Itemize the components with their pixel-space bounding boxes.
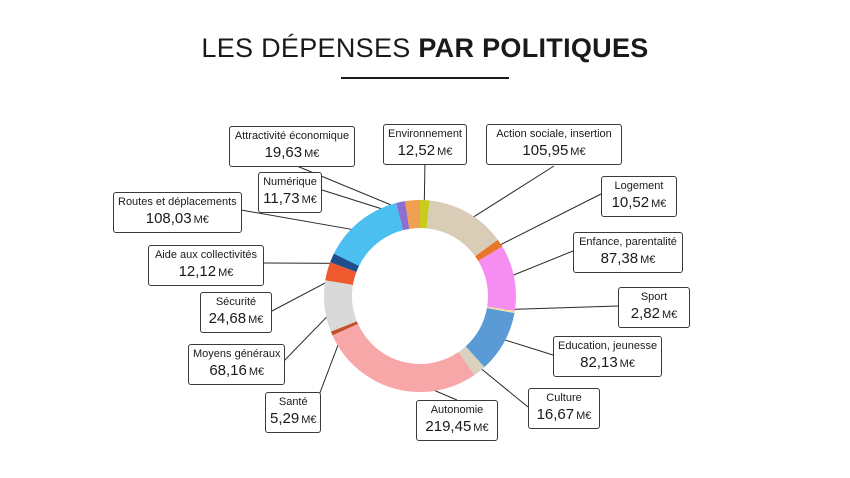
slice-moyens-g-n-raux (324, 280, 357, 332)
slice-label: Attractivité économique 19,63 M€ (229, 126, 355, 167)
title-light: LES DÉPENSES (201, 33, 419, 63)
slice-unit: M€ (437, 146, 453, 158)
slice-label: Education, jeunesse 82,13 M€ (553, 336, 663, 377)
title-bold: PAR POLITIQUES (418, 33, 649, 63)
slice-label: Numérique 11,73 M€ (258, 172, 322, 213)
slice-unit: M€ (619, 358, 635, 370)
slice-category: Aide aux collectivités (154, 249, 258, 261)
slice-unit: M€ (218, 267, 234, 279)
slice-unit: M€ (576, 410, 592, 422)
slice-category: Santé (278, 396, 308, 408)
slice-category: Sport (640, 291, 668, 303)
slice-culture (458, 346, 485, 376)
slice-enfance-parentalit- (478, 246, 516, 311)
slice-label: Sport 2,82 M€ (618, 287, 690, 328)
slice-label: Environnement 12,52 M€ (383, 124, 467, 165)
slice-value: 2,82 M€ (630, 305, 678, 322)
slice-category: Routes et déplacements (118, 196, 237, 208)
slice-value: 105,95 M€ (522, 142, 586, 159)
chart-title: LES DÉPENSES PAR POLITIQUES (0, 33, 850, 64)
slice-label: Aide aux collectivités 12,12 M€ (148, 245, 264, 286)
slice-unit: M€ (301, 414, 317, 426)
title-underline (341, 77, 509, 79)
slice-label: Autonomie 219,45 M€ (416, 400, 498, 441)
slice-label: Enfance, parentalité 87,38 M€ (573, 232, 683, 273)
slice-unit: M€ (304, 148, 320, 160)
leader-line (488, 193, 602, 252)
slice-action-sociale-insertion (426, 200, 498, 257)
slice-unit: M€ (301, 194, 317, 206)
slice-value: 219,45 M€ (425, 418, 489, 435)
leader-line (240, 209, 369, 233)
slice-category: Attractivité économique (234, 130, 350, 142)
slice-label: Action sociale, insertion 105,95 M€ (486, 124, 622, 165)
slice-unit: M€ (473, 422, 489, 434)
slice-category: Logement (614, 180, 664, 192)
slice-num-rique (396, 201, 410, 231)
slice-label: Routes et déplacements 108,03 M€ (113, 192, 242, 233)
slice-category: Action sociale, insertion (496, 128, 612, 140)
slice-value: 12,12 M€ (178, 263, 234, 280)
slice-value: 10,52 M€ (611, 194, 667, 211)
slice-value: 16,67 M€ (536, 406, 592, 423)
slice-unit: M€ (193, 214, 209, 226)
slice-category: Culture (546, 392, 582, 404)
slice-s-curit- (325, 262, 357, 285)
slice-unit: M€ (248, 366, 265, 378)
slice-unit: M€ (570, 146, 586, 158)
slice-category: Enfance, parentalité (579, 236, 677, 248)
donut-slices (324, 200, 516, 392)
slice-value: 19,63 M€ (264, 144, 320, 161)
leader-line (460, 165, 555, 226)
slice-category: Autonomie (430, 404, 484, 416)
leader-line (500, 305, 619, 311)
slice-value: 82,13 M€ (580, 354, 635, 371)
slice-label: Sécurité 24,68 M€ (200, 292, 272, 333)
slice-value: 5,29 M€ (270, 410, 317, 427)
slice-attractivit-conomique (405, 200, 420, 229)
slice-label: Logement 10,52 M€ (601, 176, 677, 217)
slice-category: Moyens généraux (193, 348, 281, 360)
slice-category: Education, jeunesse (558, 340, 658, 352)
slice-sant- (330, 321, 358, 336)
slice-aide-aux-collectivit-s (330, 253, 360, 272)
slice-value: 11,73 M€ (263, 190, 317, 207)
slice-value: 24,68 M€ (208, 310, 264, 327)
slice-environnement (420, 200, 430, 229)
slice-sport (486, 306, 515, 314)
slice-label: Culture 16,67 M€ (528, 388, 600, 429)
slice-value: 68,16 M€ (209, 362, 265, 379)
slice-autonomie (332, 323, 475, 392)
slice-education-jeunesse (465, 308, 515, 368)
slice-logement (475, 239, 503, 261)
slice-unit: M€ (661, 309, 678, 321)
slice-category: Sécurité (215, 296, 257, 308)
slice-label: Santé 5,29 M€ (265, 392, 322, 433)
slice-unit: M€ (651, 198, 667, 210)
slice-value: 12,52 M€ (397, 142, 453, 159)
slice-category: Environnement (388, 128, 462, 140)
slice-unit: M€ (248, 314, 264, 326)
slice-label: Moyens généraux 68,16 M€ (188, 344, 286, 385)
slice-category: Numérique (263, 176, 317, 188)
slice-value: 87,38 M€ (600, 250, 656, 267)
slice-value: 108,03 M€ (145, 210, 209, 227)
slice-unit: M€ (640, 254, 656, 266)
slice-routes-et-d-placements (333, 202, 404, 266)
